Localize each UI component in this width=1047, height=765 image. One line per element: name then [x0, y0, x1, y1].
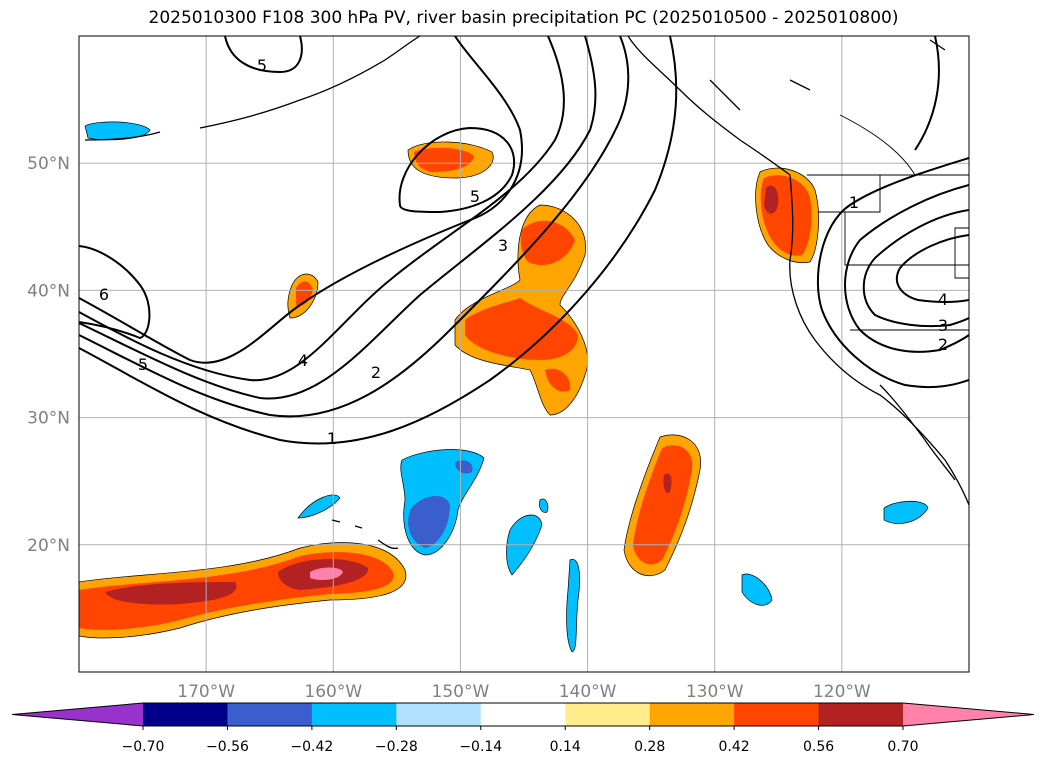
pv-contour-6: [79, 245, 151, 340]
contour-label: 2: [938, 335, 948, 354]
colorbar-segment: [396, 703, 482, 726]
alaska-southeast-coast: [627, 36, 791, 176]
precip-positive-subtropical: [105, 559, 369, 605]
colorbar-tick-label: −0.56: [206, 739, 249, 755]
longitude-tick-label: 160°W: [304, 682, 362, 702]
map-title: 2025010300 F108 300 hPa PV, river basin …: [148, 8, 899, 28]
colorbar-tick-label: −0.70: [122, 739, 165, 755]
precip-negative: [539, 498, 549, 513]
precip-positive-central: [465, 220, 578, 392]
pv-contour-4-east: [895, 234, 969, 303]
precip-negative: [566, 558, 580, 653]
hawaiian-islands: [331, 519, 399, 550]
colorbar-segment: [227, 703, 313, 726]
political-borders: [807, 114, 969, 331]
north-america-west-coast: [789, 174, 969, 506]
colorbar-tick-label: −0.14: [459, 739, 502, 755]
colorbar-tick-label: 0.42: [719, 739, 750, 755]
colorbar: [11, 702, 1035, 727]
contour-label: 1: [849, 193, 859, 212]
contour-label: 5: [470, 187, 480, 206]
colorbar-tick-label: −0.42: [290, 739, 333, 755]
colorbar-tick-label: 0.56: [803, 739, 834, 755]
canadian-province-border: [839, 114, 916, 176]
longitude-tick-label: 170°W: [177, 682, 235, 702]
contour-label: 4: [298, 351, 308, 370]
pv-contour-2: [79, 36, 630, 418]
contour-label: 3: [498, 236, 508, 255]
colorbar-tick-labels: −0.70 −0.56 −0.42 −0.28 −0.14 0.14 0.28 0.42 0.5…: [122, 726, 919, 755]
latitude-tick-labels: 20°N 30°N 40°N 50°N: [27, 154, 70, 556]
colorbar-segment: [649, 703, 735, 726]
pv-contour-3-east: [862, 209, 969, 328]
pv-contour-2-east: [844, 184, 969, 353]
colorbar-segment: [734, 703, 820, 726]
latitude-tick-label: 30°N: [27, 409, 70, 429]
pv-contour-5-alaska: [224, 36, 303, 74]
pv-contours: [79, 36, 969, 445]
precip-negative: [408, 460, 473, 548]
pv-contour-3: [79, 36, 597, 400]
pv-contour-5-alaska-east: [914, 36, 940, 151]
precip-positive-east: [633, 445, 693, 565]
longitude-tick-label: 150°W: [432, 682, 490, 702]
alaska-coast-fragments: [709, 39, 946, 111]
colorbar-segment: [565, 703, 651, 726]
colorbar-segment: [143, 703, 228, 726]
colorbar-segment: [818, 703, 904, 726]
pv-contour-5-closed: [398, 126, 516, 214]
alaska-coast: [199, 36, 421, 129]
precip-negative: [297, 494, 341, 519]
contour-label: 6: [99, 285, 109, 304]
longitude-tick-labels: 170°W 160°W 150°W 140°W 130°W 120°W: [177, 682, 871, 702]
pv-contour-4: [79, 36, 565, 382]
colorbar-tick-label: 0.70: [887, 739, 918, 755]
contour-label: 3: [938, 316, 948, 335]
precip-negative: [741, 573, 773, 606]
precip-positive-east: [663, 473, 672, 494]
contour-label: 4: [938, 290, 948, 309]
precip-positive-north: [414, 147, 474, 172]
precip-positive-subtropical: [310, 567, 343, 580]
latitude-tick-label: 50°N: [27, 154, 70, 174]
colorbar-tick-label: 0.14: [550, 739, 581, 755]
longitude-tick-label: 130°W: [686, 682, 744, 702]
contour-label: 5: [138, 355, 148, 374]
colorbar-tick-label: 0.28: [634, 739, 665, 755]
contour-label: 2: [371, 363, 381, 382]
contour-label: 5: [257, 56, 267, 75]
pv-contour-1: [79, 36, 678, 445]
pv-contour-1-east: [816, 157, 969, 389]
pv-contour-5: [79, 36, 523, 364]
contour-label: 1: [327, 429, 337, 448]
latitude-tick-label: 20°N: [27, 536, 70, 556]
graticule: [79, 36, 969, 672]
aleutian-islands: [84, 131, 161, 141]
colorbar-segment: [311, 703, 397, 726]
map-panel: 1 1 2 2 3 3 4 4 5 5 5 6: [79, 36, 969, 672]
pv-contour-labels: 1 1 2 2 3 3 4 4 5 5 5 6: [99, 56, 948, 448]
baja-coast: [879, 384, 956, 481]
precip-shading: [79, 121, 929, 653]
map-frame: [78, 35, 970, 673]
precip-positive-coast: [764, 185, 779, 214]
precip-negative: [883, 500, 929, 524]
latitude-tick-label: 40°N: [27, 281, 70, 301]
state-borders: [818, 175, 969, 331]
colorbar-extend-high: [903, 703, 1034, 726]
colorbar-extend-low: [12, 703, 143, 726]
colorbar-tick-label: −0.28: [375, 739, 418, 755]
colorbar-segment: [480, 703, 566, 726]
precip-negative: [84, 121, 151, 141]
longitude-tick-label: 140°W: [559, 682, 617, 702]
longitude-tick-label: 120°W: [813, 682, 871, 702]
